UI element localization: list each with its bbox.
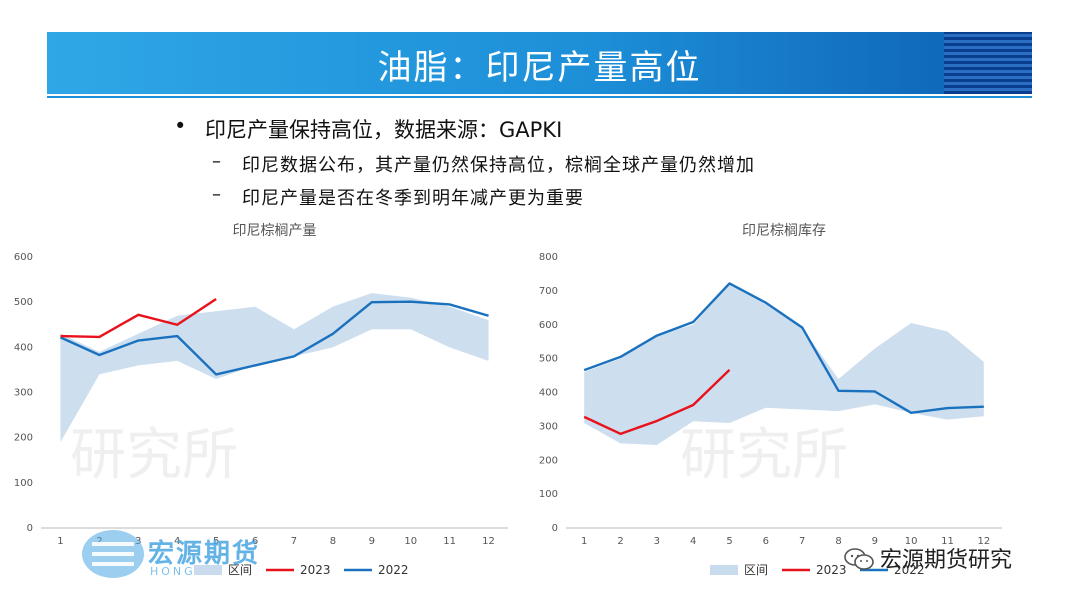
x-tick-label: 1	[57, 536, 63, 547]
y-tick-label: 400	[539, 388, 558, 399]
legend-swatch-band	[710, 565, 738, 575]
legend-label: 2022	[378, 563, 409, 577]
x-tick-label: 6	[252, 536, 258, 547]
y-tick-label: 500	[539, 354, 558, 365]
wechat-account: 宏源期货研究	[844, 542, 1012, 574]
y-tick-label: 200	[14, 433, 33, 444]
legend-label: 2023	[300, 563, 331, 577]
y-tick-label: 100	[539, 489, 558, 500]
subbullet-2: 印尼产量是否在冬季到明年减产更为重要	[242, 188, 584, 209]
subbullet-1: 印尼数据公布，其产量仍然保持高位，棕榈全球产量仍然增加	[242, 155, 755, 176]
dash-marker: –	[212, 184, 222, 205]
wechat-label: 宏源期货研究	[880, 548, 1013, 573]
chart-title: 印尼棕榈产量	[233, 223, 317, 239]
y-tick-label: 0	[27, 523, 33, 534]
y-tick-label: 600	[539, 320, 558, 331]
band-range	[60, 293, 489, 443]
page-title: 油脂：印尼产量高位	[377, 48, 702, 88]
series-line-2022	[59, 300, 489, 376]
series-line-2023	[60, 298, 217, 339]
band-range	[584, 284, 984, 446]
legend-label: 2023	[816, 563, 847, 577]
x-tick-label: 7	[799, 536, 805, 547]
y-tick-label: 300	[14, 388, 33, 399]
y-tick-label: 300	[539, 421, 558, 432]
wechat-icon	[844, 548, 874, 570]
logo-name: 宏源期货	[148, 539, 261, 569]
x-tick-label: 4	[174, 536, 180, 547]
y-tick-label: 400	[14, 342, 33, 353]
y-tick-label: 700	[539, 286, 558, 297]
x-tick-label: 3	[654, 536, 660, 547]
x-tick-label: 11	[941, 536, 954, 547]
x-tick-label: 9	[872, 536, 878, 547]
chart-production-svg: 印尼棕榈产量0100200300400500600123456789101112…	[14, 223, 508, 577]
title-rule	[47, 96, 1032, 98]
legend-label: 2022	[894, 563, 925, 577]
legend-label: 区间	[744, 563, 768, 577]
chart-inventory: 印尼棕榈库存 0 100 200 300 400 500 600 700 800 1 2 3 4 5 6 7 8 9…	[532, 215, 1012, 605]
x-tick-label: 10	[905, 536, 918, 547]
legend-label: 区间	[228, 563, 252, 577]
y-tick-label: 500	[14, 297, 33, 308]
title-banner: 油脂：印尼产量高位	[47, 32, 1032, 94]
x-tick-label: 10	[404, 536, 417, 547]
series-line-2023	[583, 368, 731, 436]
y-tick-label: 800	[539, 252, 558, 263]
logo-sub: HONG	[150, 565, 196, 578]
x-tick-label: 5	[213, 536, 219, 547]
series-line-2022	[583, 282, 984, 415]
y-tick-label: 0	[552, 523, 558, 534]
banner-stripe	[944, 32, 1032, 94]
x-tick-label: 11	[443, 536, 456, 547]
y-tick-label: 600	[14, 252, 33, 263]
x-tick-label: 8	[330, 536, 336, 547]
x-tick-label: 1	[581, 536, 587, 547]
x-tick-label: 6	[763, 536, 769, 547]
legend-swatch-band	[194, 565, 222, 575]
x-tick-label: 4	[690, 536, 696, 547]
y-tick-label: 200	[539, 455, 558, 466]
x-tick-label: 8	[835, 536, 841, 547]
x-tick-label: 12	[482, 536, 495, 547]
x-tick-label: 12	[977, 536, 990, 547]
bullet-main: 印尼产量保持高位，数据来源：GAPKI	[205, 118, 563, 142]
logo-icon	[82, 530, 144, 578]
dash-marker: –	[212, 151, 222, 172]
chart-title: 印尼棕榈库存	[742, 223, 826, 239]
x-tick-label: 2	[617, 536, 623, 547]
x-tick-label: 9	[369, 536, 375, 547]
chart-production: 印尼棕榈产量0100200300400500600123456789101112…	[12, 215, 512, 605]
x-tick-label: 7	[291, 536, 297, 547]
x-tick-label: 5	[726, 536, 732, 547]
y-tick-label: 100	[14, 478, 33, 489]
bullet-marker: •	[174, 114, 187, 138]
